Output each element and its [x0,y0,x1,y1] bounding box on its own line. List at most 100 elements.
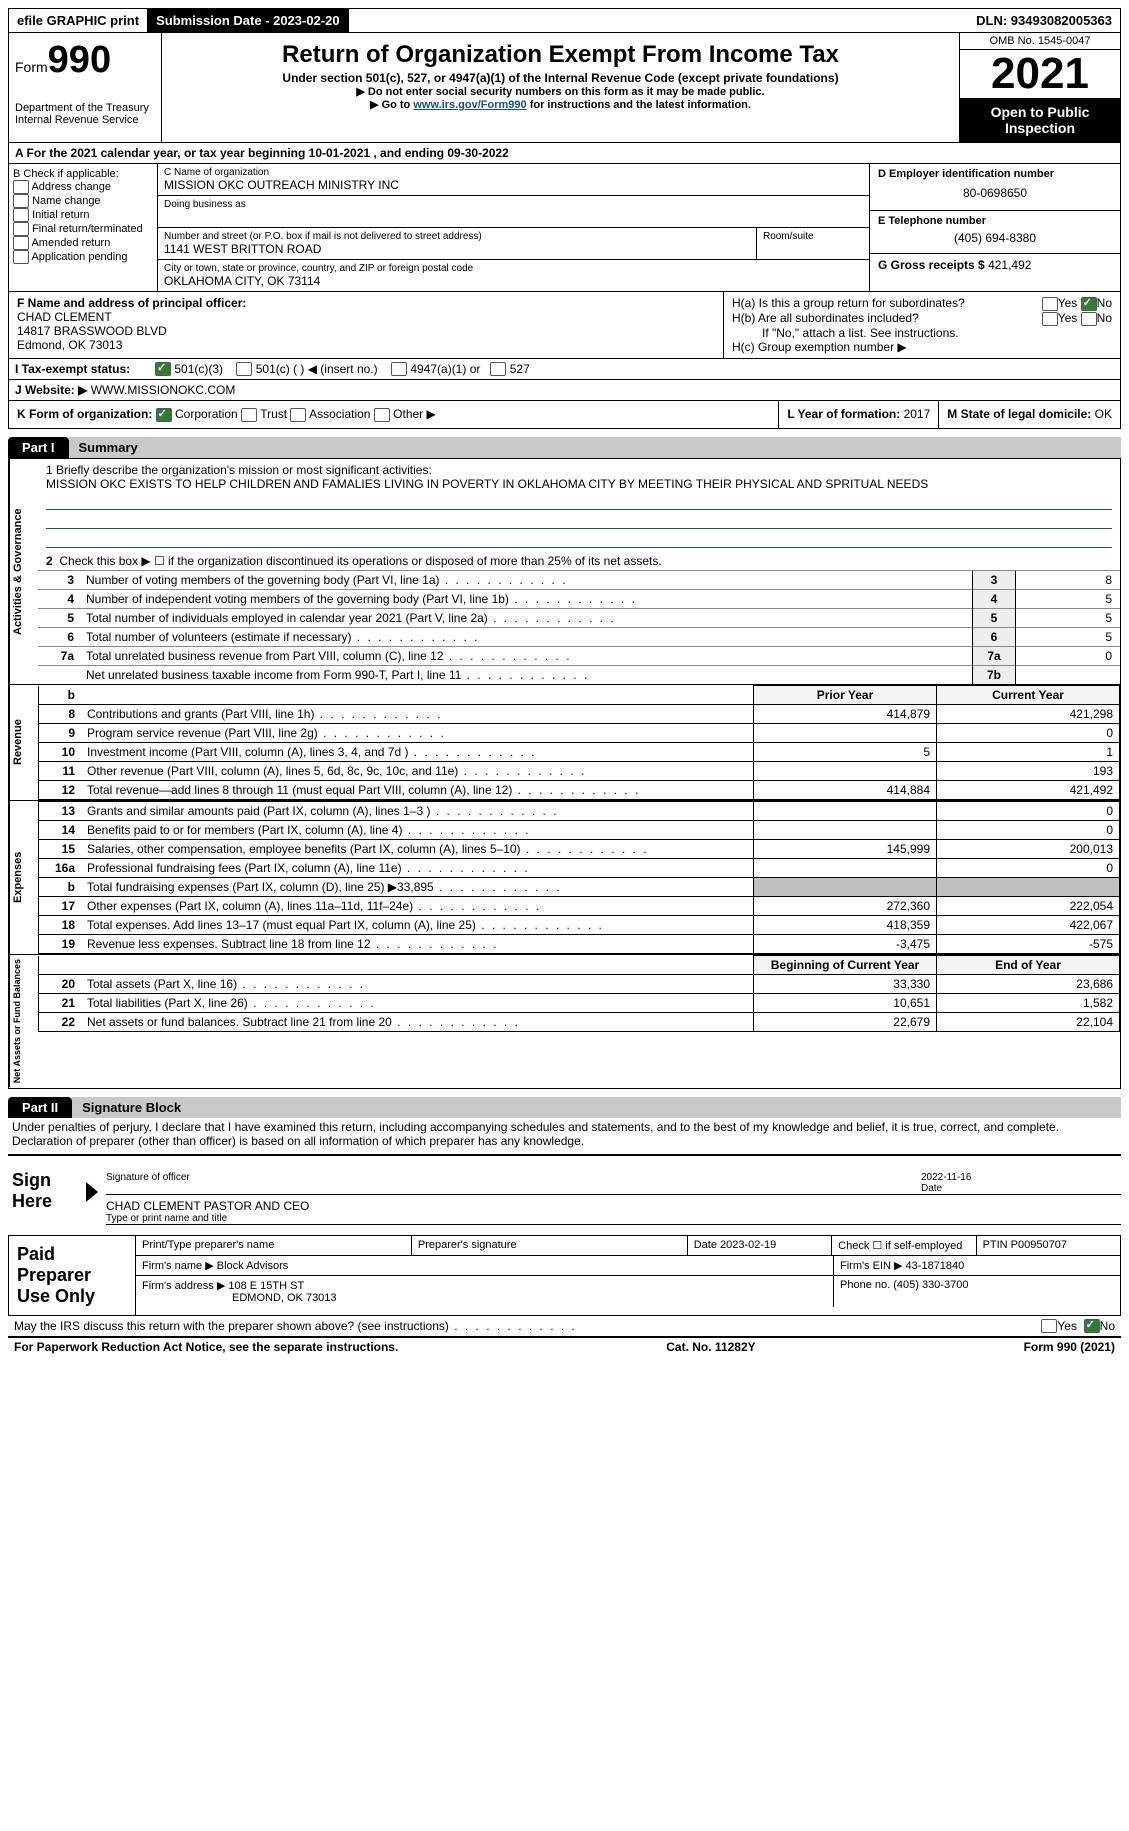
state-label: M State of legal domicile: [947,407,1091,421]
discuss-yes[interactable] [1041,1319,1057,1333]
cb-501c3[interactable] [155,362,171,376]
firm-address: Firm's address ▶ 108 E 15TH ST [142,1280,304,1292]
ein: 80-0698650 [878,180,1112,206]
dba-label: Doing business as [164,199,863,210]
sig-officer-label: Signature of officer [106,1172,921,1194]
form-word: Form [15,59,48,75]
website-label: J Website: ▶ [15,383,87,397]
cb-501c[interactable] [236,362,252,376]
hdr-end: End of Year [937,956,1120,975]
paid-preparer: Paid Preparer Use Only Print/Type prepar… [8,1235,1121,1316]
efile-label: efile GRAPHIC print [9,9,148,32]
city: OKLAHOMA CITY, OK 73114 [164,274,863,288]
row-i: I Tax-exempt status: 501(c)(3) 501(c) ( … [8,359,1121,381]
mission-label: 1 Briefly describe the organization's mi… [46,463,1112,477]
hdr-current: Current Year [937,686,1120,705]
netassets-section: Net Assets or Fund Balances Beginning of… [8,955,1121,1088]
officer-city: Edmond, OK 73013 [17,338,715,352]
gov-table: 3Number of voting members of the governi… [38,570,1120,684]
org-name: MISSION OKC OUTREACH MINISTRY INC [164,178,863,192]
hc-label: H(c) Group exemption number ▶ [732,340,1112,354]
part2-header: Part II Signature Block [8,1097,1121,1118]
sig-date: 2022-11-16 [921,1172,971,1183]
pointer-icon [86,1182,98,1202]
submission-date: Submission Date - 2023-02-20 [148,9,349,32]
page-footer: For Paperwork Reduction Act Notice, see … [8,1337,1121,1356]
form-number: 990 [48,39,111,81]
col-d: D Employer identification number 80-0698… [869,164,1120,291]
expenses-table: 13Grants and similar amounts paid (Part … [38,801,1120,954]
cb-amended: Amended return [13,236,153,250]
cb-other[interactable] [374,408,390,422]
org-name-label: C Name of organization [164,167,863,178]
part2-title: Signature Block [72,1097,1121,1118]
prep-date: Date 2023-02-19 [688,1236,832,1255]
footer-left: For Paperwork Reduction Act Notice, see … [14,1340,398,1354]
prep-name-label: Print/Type preparer's name [136,1236,412,1255]
website-value: WWW.MISSIONOKC.COM [91,383,236,397]
vlabel-exp: Expenses [9,801,38,954]
phone: (405) 694-8380 [878,227,1112,249]
prep-ptin: PTIN P00950707 [977,1236,1120,1255]
officer-street: 14817 BRASSWOOD BLVD [17,324,715,338]
part1-header: Part I Summary [8,437,1121,458]
part1-title: Summary [69,437,1121,458]
hb-note: If "No," attach a list. See instructions… [732,326,1112,340]
col-c-org: C Name of organization MISSION OKC OUTRE… [158,164,869,291]
hdr-prior: Prior Year [754,686,937,705]
state-val: OK [1095,407,1112,421]
netassets-table: Beginning of Current YearEnd of Year 20T… [38,955,1120,1032]
col-b-checkboxes: B Check if applicable: Address change Na… [9,164,158,291]
gross-label: G Gross receipts $ [878,258,985,272]
section-fgh: F Name and address of principal officer:… [8,292,1121,359]
cb-corp[interactable] [156,408,172,422]
part1-tab: Part I [8,437,69,458]
cb-final: Final return/terminated [13,222,153,236]
hb-yes[interactable] [1042,312,1058,326]
firm-phone: Phone no. (405) 330-3700 [834,1276,1120,1307]
discuss-no[interactable] [1084,1319,1100,1333]
irs-link[interactable]: www.irs.gov/Form990 [413,99,526,111]
cb-assoc[interactable] [290,408,306,422]
sign-here-block: Sign Here Signature of officer2022-11-16… [8,1154,1121,1229]
cb-4947[interactable] [391,362,407,376]
discuss-row: May the IRS discuss this return with the… [8,1316,1121,1338]
hb-no[interactable] [1081,312,1097,326]
firm-ein: Firm's EIN ▶ 43-1871840 [834,1256,1120,1275]
prep-selfemp: Check ☐ if self-employed [832,1236,976,1255]
ein-label: D Employer identification number [878,168,1112,180]
cb-name: Name change [13,194,153,208]
row-a-tax-year: A For the 2021 calendar year, or tax yea… [8,143,1121,164]
cb-trust[interactable] [241,408,257,422]
activities-governance: Activities & Governance 1 Briefly descri… [8,458,1121,685]
section-bcd: B Check if applicable: Address change Na… [8,164,1121,292]
row-klm: K Form of organization: Corporation Trus… [8,401,1121,429]
cb-527[interactable] [490,362,506,376]
top-bar: efile GRAPHIC print Submission Date - 20… [8,8,1121,33]
prep-sig-label: Preparer's signature [412,1236,688,1255]
open-to-public: Open to Public Inspection [960,98,1120,142]
cb-initial: Initial return [13,208,153,222]
footer-mid: Cat. No. 11282Y [666,1340,755,1354]
penalties-text: Under penalties of perjury, I declare th… [8,1118,1121,1150]
firm-name: Firm's name ▶ Block Advisors [136,1256,834,1275]
discuss-text: May the IRS discuss this return with the… [14,1319,1041,1334]
line2-text: Check this box ▶ ☐ if the organization d… [59,554,661,568]
cb-address: Address change [13,180,153,194]
dln: DLN: 93493082005363 [968,9,1120,32]
ha-yes[interactable] [1042,297,1058,311]
officer-name: CHAD CLEMENT [17,310,715,324]
tax-status-label: I Tax-exempt status: [15,362,130,376]
city-label: City or town, state or province, country… [164,263,863,274]
ha-no[interactable] [1081,297,1097,311]
form-subtitle: Under section 501(c), 527, or 4947(a)(1)… [168,71,953,85]
hb-label: H(b) Are all subordinates included? [732,311,919,326]
note2-post: for instructions and the latest informat… [527,99,751,111]
street-label: Number and street (or P.O. box if mail i… [164,231,750,242]
year-form-label: L Year of formation: [787,407,900,421]
expenses-section: Expenses 13Grants and similar amounts pa… [8,801,1121,955]
room-label: Room/suite [763,231,863,242]
mission-text: MISSION OKC EXISTS TO HELP CHILDREN AND … [46,477,1112,491]
footer-right: Form 990 (2021) [1024,1340,1115,1354]
row-j: J Website: ▶ WWW.MISSIONOKC.COM [8,380,1121,401]
